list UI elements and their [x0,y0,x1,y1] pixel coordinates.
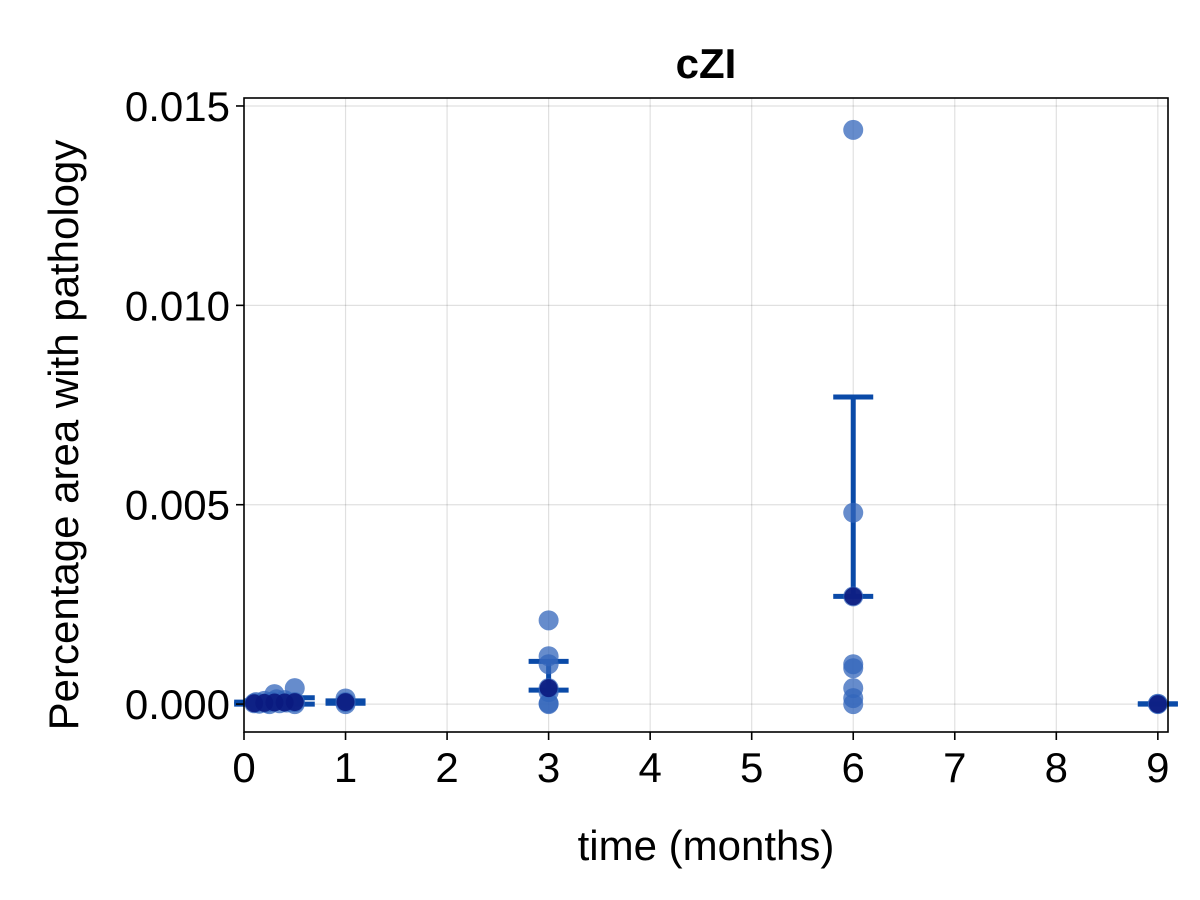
x-tick-label: 9 [1146,744,1169,791]
median-point [336,693,355,712]
data-point [284,678,305,699]
median-point [285,693,304,712]
data-point [538,610,559,631]
x-tick-label: 0 [232,744,255,791]
sample-points [244,119,1168,715]
data-point [538,694,559,715]
median-point [539,679,558,698]
median-point [1148,695,1167,714]
grid-lines [243,98,1168,732]
x-axis-ticks: 0 1 2 3 4 5 6 7 8 9 [232,732,1170,791]
y-tick-label: 0.010 [125,282,230,329]
y-tick-label: 0.005 [125,482,230,529]
y-tick-label: 0.000 [125,681,230,728]
x-axis-label: time (months) [578,822,835,869]
data-point [538,654,559,675]
median-points [245,587,1167,714]
x-tick-label: 8 [1045,744,1068,791]
x-tick-label: 5 [740,744,763,791]
data-point [843,658,864,679]
median-point [844,587,863,606]
error-bar [833,394,874,599]
plot-frame [243,97,1169,733]
y-tick-label: 0.015 [125,83,230,130]
data-point [843,502,864,523]
error-bars [234,394,1178,707]
x-tick-label: 6 [842,744,865,791]
x-tick-label: 3 [537,744,560,791]
y-axis-label: Percentage area with pathology [40,140,87,731]
x-tick-label: 2 [435,744,458,791]
data-point [843,119,864,140]
x-tick-label: 4 [638,744,661,791]
y-axis-ticks: 0.000 0.005 0.010 0.015 [125,83,244,728]
data-point [843,694,864,715]
chart-title: cZI [676,40,737,87]
x-tick-label: 1 [334,744,357,791]
x-tick-label: 7 [943,744,966,791]
